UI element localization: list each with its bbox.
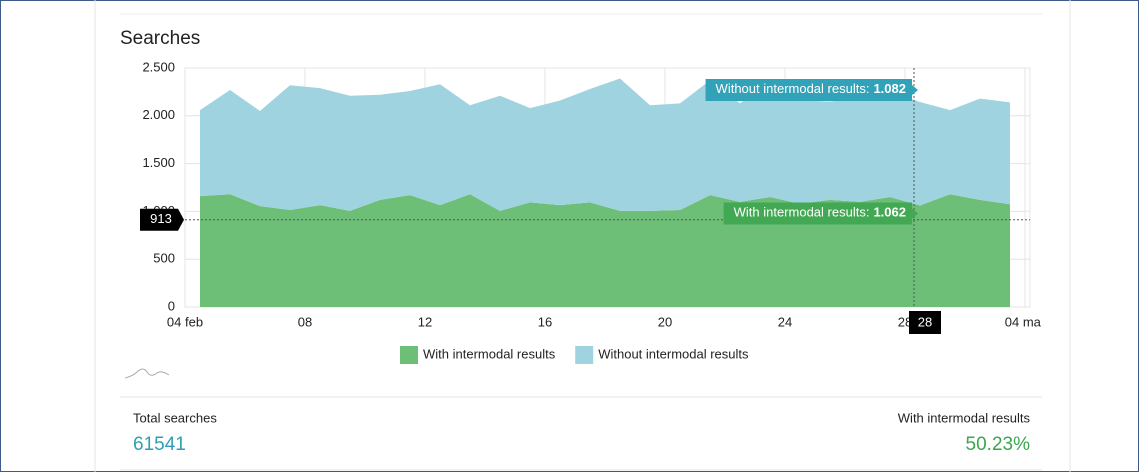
tooltip-text: Without intermodal results: 1.082 [716, 81, 906, 96]
tooltip: Without intermodal results: 1.082 [705, 79, 918, 102]
area [200, 78, 1010, 211]
crosshair-x-label: 28 [918, 314, 932, 329]
share-label: With intermodal results [898, 410, 1031, 425]
crosshair-y-box [140, 208, 184, 231]
y-tick-label: 2.000 [142, 107, 175, 122]
share-value: 50.23% [966, 434, 1031, 455]
sparkline-icon [124, 368, 170, 379]
tooltip-box [723, 202, 918, 225]
legend-swatch [400, 346, 418, 364]
tooltip-series: Without intermodal results [716, 81, 867, 96]
tooltip: With intermodal results: 1.062 [723, 202, 918, 225]
tooltip-separator: : [866, 81, 870, 96]
chart-title: Searches [120, 28, 200, 49]
total-label: Total searches [133, 410, 217, 425]
y-tick-label: 2.500 [142, 59, 175, 74]
y-tick-label: 1.500 [142, 155, 175, 170]
legend-swatch [575, 346, 594, 364]
tooltip-series: With intermodal results [734, 205, 867, 220]
x-tick-label: 04 mar [1005, 314, 1046, 329]
y-tick-label: 500 [153, 251, 175, 266]
tooltip-text: With intermodal results: 1.062 [734, 205, 906, 220]
y-tick-label: 0 [168, 298, 175, 313]
tooltip-value: 1.062 [873, 205, 906, 220]
crosshair-x-box [909, 311, 941, 334]
x-tick-label: 16 [538, 314, 552, 329]
total-value: 61541 [133, 434, 186, 455]
x-tick-label: 24 [778, 314, 792, 329]
x-tick-label: 28 [898, 314, 912, 329]
crosshair-y-label: 913 [150, 211, 172, 226]
legend-label: Without intermodal results [598, 346, 749, 361]
tooltip-value: 1.082 [873, 81, 906, 96]
x-tick-label: 20 [658, 314, 672, 329]
tooltip-box [705, 79, 918, 102]
x-tick-label: 04 feb [167, 314, 203, 329]
tooltip-separator: : [866, 205, 870, 220]
x-tick-label: 12 [418, 314, 432, 329]
legend-label: With intermodal results [423, 346, 556, 361]
x-tick-label: 08 [298, 314, 312, 329]
